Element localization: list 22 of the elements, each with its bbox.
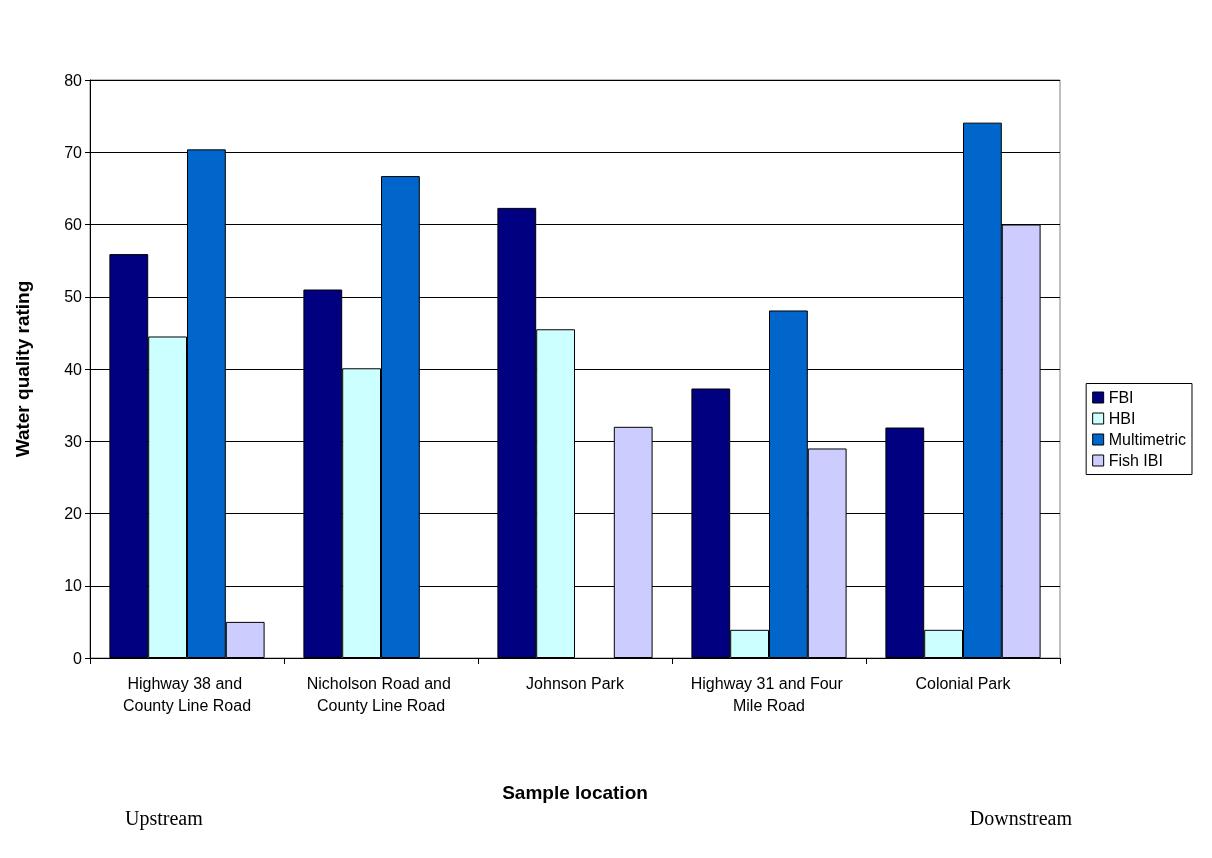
x-tick-label: Colonial Park — [915, 674, 1012, 692]
x-tick-label: Highway 31 and Four Mile Road — [690, 674, 848, 714]
y-tick-label: 0 — [73, 649, 83, 667]
y-tick-label: 10 — [64, 577, 83, 595]
y-tick-label: 30 — [64, 432, 83, 450]
legend-label: FBI — [1108, 389, 1134, 406]
legend-label: HBI — [1108, 410, 1136, 427]
y-tick-label: 80 — [64, 71, 83, 89]
legend-label: Fish IBI — [1108, 452, 1163, 469]
text: Downstream — [969, 807, 1073, 829]
x-axis-title: Sample location — [502, 782, 648, 803]
y-tick-label: 60 — [64, 216, 83, 233]
legend-label: Multimetric — [1108, 431, 1187, 448]
y-tick-label: 20 — [64, 505, 83, 522]
y-tick-label: 40 — [64, 360, 83, 378]
text: Upstream — [125, 807, 204, 830]
x-tick-label: Highway 38 and County Line Road — [122, 674, 252, 714]
y-tick-label: 50 — [64, 288, 83, 306]
y-axis-title: Water quality rating — [12, 280, 33, 458]
x-tick-label: Nicholson Road and County Line Road — [306, 674, 456, 714]
x-tick-label: Johnson Park — [526, 674, 625, 692]
y-tick-label: 70 — [64, 143, 83, 161]
